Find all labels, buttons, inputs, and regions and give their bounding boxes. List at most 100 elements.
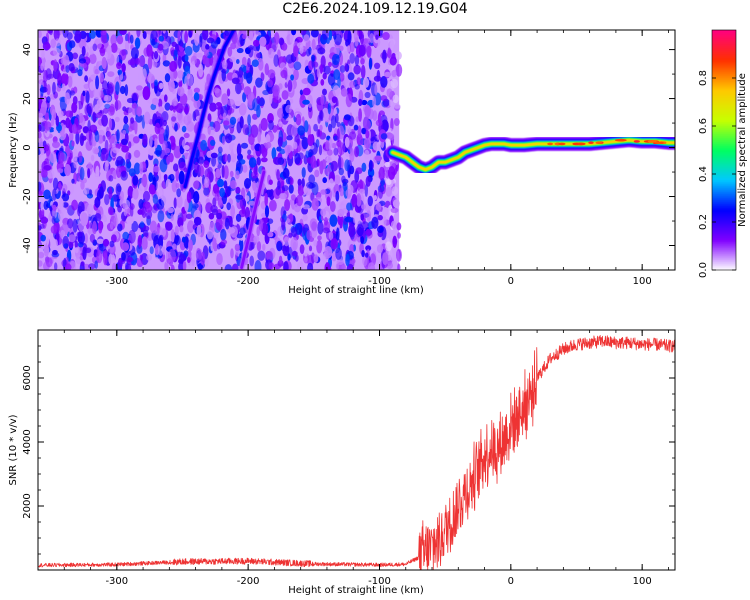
noise-blob (317, 220, 324, 235)
colorbar-swatch (712, 234, 736, 237)
noise-blob (248, 168, 253, 182)
colorbar-swatch (712, 74, 736, 77)
noise-blob (311, 54, 316, 62)
noise-blob (392, 199, 400, 208)
noise-blob (240, 142, 249, 149)
colorbar-swatch (712, 258, 736, 261)
noise-blob (217, 146, 223, 154)
noise-blob (54, 38, 61, 47)
noise-blob (278, 121, 283, 128)
colorbar-swatch (712, 46, 736, 49)
noise-blob (81, 63, 88, 69)
noise-blob (339, 45, 344, 52)
noise-blob (148, 184, 157, 195)
noise-blob (81, 46, 86, 57)
noise-blob (247, 114, 252, 126)
noise-blob (55, 115, 59, 127)
noise-blob (253, 235, 260, 243)
colorbar-swatch (712, 56, 736, 59)
noise-blob (52, 177, 59, 191)
noise-blob (67, 190, 71, 196)
noise-blob (326, 196, 331, 207)
noise-blob (370, 47, 379, 62)
noise-blob (294, 152, 301, 165)
noise-blob (280, 69, 288, 79)
noise-blob (347, 72, 355, 81)
noise-blob (193, 87, 200, 94)
noise-blob (119, 85, 126, 95)
noise-blob (188, 30, 193, 38)
ridge-hotspot (654, 141, 661, 144)
noise-blob (169, 60, 178, 72)
colorbar-swatch (712, 138, 736, 141)
noise-blob (307, 134, 314, 147)
colorbar-swatch (712, 206, 736, 209)
noise-blob (362, 77, 370, 88)
noise-blob (344, 62, 348, 72)
noise-blob (184, 54, 189, 62)
noise-blob (378, 166, 385, 181)
noise-blob (117, 223, 123, 232)
snr-x-axis-label: Height of straight line (km) (288, 585, 424, 596)
noise-blob (396, 248, 402, 262)
noise-blob (251, 59, 259, 67)
noise-blob (219, 199, 223, 206)
noise-blob (163, 174, 168, 180)
colorbar-swatch (712, 180, 736, 183)
colorbar-swatch (712, 182, 736, 185)
noise-blob (122, 199, 131, 210)
ridge-hotspot (595, 141, 603, 144)
noise-blob (193, 180, 201, 190)
noise-blob (183, 145, 190, 151)
noise-blob (49, 151, 57, 163)
noise-blob (310, 38, 318, 50)
noise-blob (306, 181, 314, 190)
noise-blob (341, 30, 345, 34)
noise-blob (139, 254, 143, 261)
noise-blob (369, 33, 375, 44)
noise-blob (260, 117, 268, 131)
noise-blob (71, 199, 78, 211)
colorbar-swatch (712, 168, 736, 171)
noise-blob (121, 242, 130, 252)
spectrogram-y-tick-label: -20 (22, 188, 33, 204)
noise-blob (381, 119, 389, 133)
noise-blob (215, 217, 223, 231)
colorbar-swatch (712, 174, 736, 177)
noise-blob (373, 36, 381, 48)
noise-blob (111, 234, 117, 243)
noise-blob (198, 63, 204, 78)
noise-blob (150, 30, 158, 41)
noise-blob (361, 162, 367, 172)
noise-blob (129, 34, 134, 44)
colorbar-swatch (712, 186, 736, 189)
noise-blob (291, 251, 298, 257)
snr-plot-area (38, 335, 675, 570)
noise-blob (360, 236, 365, 244)
noise-blob (277, 180, 281, 190)
noise-blob (170, 264, 175, 270)
colorbar-swatch (712, 230, 736, 233)
noise-blob (299, 44, 304, 55)
noise-blob (384, 161, 391, 168)
noise-blob (62, 54, 70, 66)
colorbar-swatch (712, 224, 736, 227)
noise-blob (112, 147, 120, 154)
noise-blob (115, 81, 120, 95)
noise-blob (177, 30, 181, 42)
spectrogram-y-tick-label: -40 (22, 237, 33, 253)
noise-blob (126, 97, 135, 104)
noise-blob (209, 102, 217, 112)
snr-y-tick-label: 4000 (22, 429, 33, 454)
noise-blob (335, 190, 340, 202)
noise-blob (278, 255, 283, 264)
noise-blob (303, 248, 308, 257)
colorbar-swatch (712, 70, 736, 73)
noise-blob (126, 256, 134, 263)
noise-blob (121, 63, 126, 73)
noise-blob (221, 135, 226, 145)
noise-blob (210, 139, 216, 146)
noise-blob (122, 129, 127, 135)
noise-blob (385, 179, 392, 186)
noise-blob (329, 201, 336, 212)
